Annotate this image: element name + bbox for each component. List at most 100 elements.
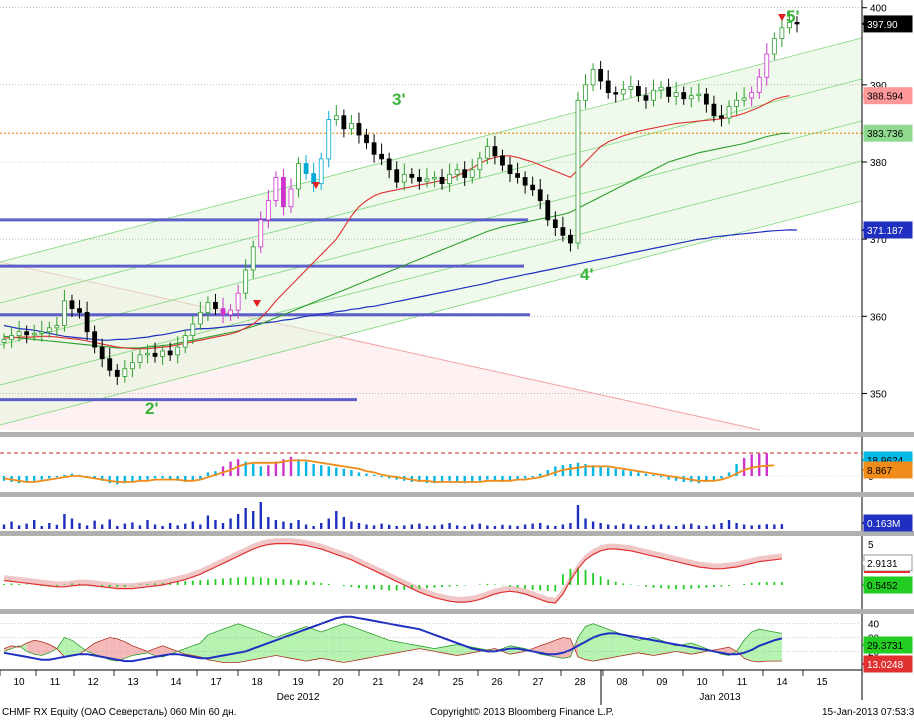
oscillator-1-panel: 018.96248.867	[0, 451, 913, 485]
dmi-badge: 29.3731	[867, 641, 904, 652]
candle-body	[228, 309, 233, 316]
dmi-fill	[147, 648, 156, 656]
candle-body	[182, 335, 188, 348]
x-tick-label: 19	[292, 677, 304, 688]
price-tick-label: 370	[870, 235, 887, 246]
dmi-fill	[87, 643, 95, 655]
osc1-badge: 8.867	[867, 466, 892, 477]
osc2-badge: 2.9131	[867, 559, 898, 570]
candle-body	[628, 86, 634, 90]
dmi-fill	[4, 645, 12, 652]
dmi-fill	[744, 632, 752, 662]
x-tick-label: 15	[816, 677, 828, 688]
x-tick-label: 18	[251, 677, 263, 688]
dmi-fill	[404, 643, 412, 652]
dmi-fill	[419, 645, 427, 650]
dmi-fill	[615, 632, 624, 657]
candle-body	[522, 177, 528, 186]
osc1-signal-line	[3, 459, 775, 483]
x-axis: 10 11 12 13 14 17 18 19 20 21 24 25 26 27 28 08 09 10 11 14…	[0, 669, 862, 705]
dmi-fill	[328, 626, 337, 662]
candle-body	[613, 92, 619, 95]
dmi-fill	[555, 637, 563, 659]
candle-body	[265, 200, 271, 221]
candle-body	[46, 327, 52, 333]
osc2-badge-pointer	[862, 581, 866, 589]
ma-red-line	[4, 95, 790, 350]
x-tick-label: 14	[170, 677, 182, 688]
candle-body	[31, 332, 37, 336]
dmi-fill	[283, 632, 291, 659]
candle-body	[575, 99, 581, 244]
candle-body	[764, 53, 770, 78]
x-group-label: Jan 2013	[699, 692, 741, 703]
dmi-fill	[290, 629, 299, 660]
candle-body	[741, 97, 747, 101]
candle-body	[213, 301, 218, 309]
candle-body	[681, 92, 687, 100]
candle-body	[107, 358, 113, 371]
volume-badge: 0.163M	[867, 519, 900, 530]
candle-body	[734, 99, 739, 107]
candle-body	[673, 92, 679, 97]
dmi-fill	[170, 648, 178, 655]
dmi-fill	[321, 629, 329, 660]
dmi-fill	[449, 644, 458, 656]
candle-body	[636, 86, 641, 97]
dmi-fill	[547, 640, 556, 657]
candle-body	[9, 335, 14, 340]
candle-body	[69, 300, 75, 309]
candle-body	[756, 76, 762, 93]
candle-body	[250, 246, 256, 271]
price-tick-label: 400	[870, 4, 887, 15]
dmi-fill	[94, 640, 103, 657]
oscillator-2-panel: 5 2.9131 0.5452	[3, 538, 913, 604]
panel-separator	[0, 609, 914, 614]
panel-separator	[0, 492, 914, 497]
x-tick-label: 21	[372, 677, 384, 688]
candle-body	[341, 115, 347, 130]
dmi-fill	[638, 638, 646, 655]
candle-body	[401, 173, 407, 183]
candle-body	[590, 69, 596, 86]
osc2-envelope	[4, 538, 782, 603]
dmi-adx-line	[3, 615, 783, 663]
candle-body	[605, 80, 611, 93]
candle-body	[454, 169, 460, 175]
dmi-fill	[268, 634, 276, 657]
candle-body	[129, 362, 135, 370]
candle-body	[696, 93, 702, 97]
price-tick-label: 350	[870, 389, 887, 400]
candle-body	[583, 84, 588, 101]
candle-body	[666, 86, 672, 97]
candle-body	[197, 312, 203, 325]
dmi-fill	[661, 640, 669, 655]
dmi-fill	[585, 623, 594, 662]
dmi-fill	[381, 637, 390, 656]
candle-body	[288, 188, 294, 208]
dmi-fill	[117, 638, 125, 662]
price-tick-label: 360	[870, 312, 887, 323]
price-tick-label: 390	[870, 81, 887, 92]
candle-body	[220, 308, 226, 316]
dmi-fill	[155, 645, 163, 657]
x-tick-label: 09	[656, 677, 668, 688]
panel-separator	[0, 432, 914, 437]
candle-body	[424, 178, 430, 182]
dmi-fill	[71, 640, 80, 656]
sell-signal-triangle	[312, 182, 320, 189]
dmi-fill	[608, 629, 616, 659]
osc2-badge: 0.5452	[867, 581, 898, 592]
candle-body	[205, 301, 211, 313]
channel-line	[0, 120, 863, 346]
candle-body	[281, 177, 286, 208]
candle-body	[643, 95, 649, 101]
candle-body	[114, 369, 120, 377]
x-tick-label: 26	[491, 677, 503, 688]
dmi-fill	[366, 632, 375, 659]
wave-label: 5'	[786, 7, 800, 26]
candle-body	[432, 177, 437, 180]
dmi-fill	[313, 629, 322, 660]
candle-body	[726, 106, 732, 119]
channel-line	[0, 37, 863, 263]
